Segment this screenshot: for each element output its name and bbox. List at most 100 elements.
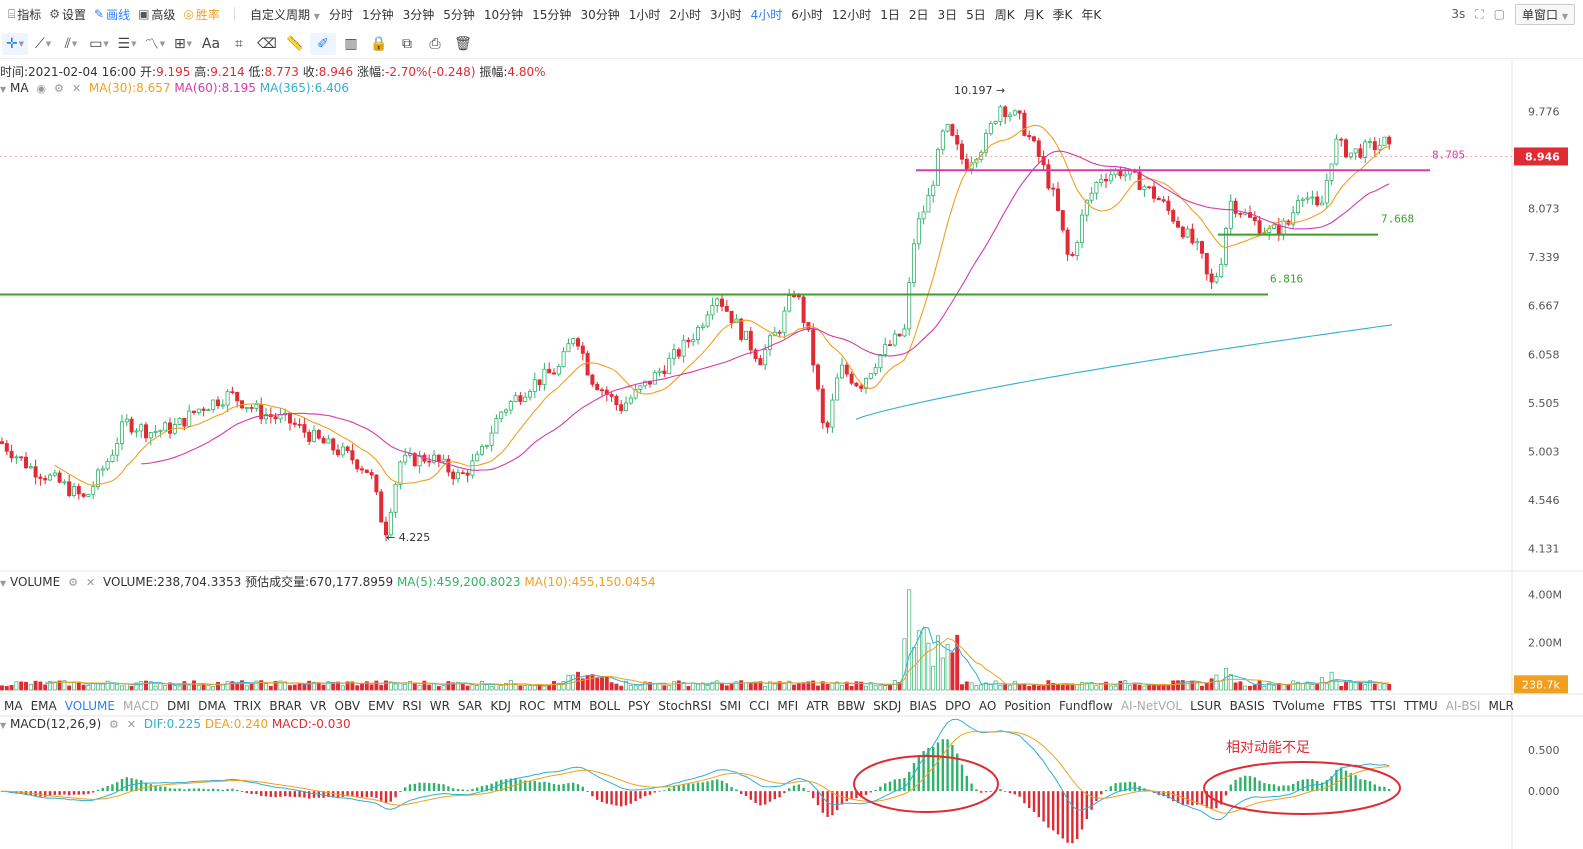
- indicator-tab-psy[interactable]: PSY: [628, 699, 651, 713]
- horizontal-lines-tool[interactable]: ☰ ▼: [114, 33, 140, 55]
- indicator-tab-atr[interactable]: ATR: [806, 699, 830, 713]
- indicator-tab-ao[interactable]: AO: [978, 699, 997, 713]
- eraser-tool[interactable]: ⌫: [254, 33, 280, 55]
- collapse-icon[interactable]: ▼: [0, 721, 7, 730]
- period-14[interactable]: 2日: [908, 7, 929, 22]
- indicator-button[interactable]: ⌸ 指标: [8, 6, 42, 22]
- lock-tool[interactable]: 🔒: [366, 33, 392, 55]
- restore-icon[interactable]: ▢: [1493, 7, 1505, 21]
- indicator-tab-lsur[interactable]: LSUR: [1190, 699, 1222, 713]
- indicator-tab-rsi[interactable]: RSI: [402, 699, 422, 713]
- close-icon[interactable]: ✕: [85, 576, 96, 589]
- indicator-tab-tvolume[interactable]: TVolume: [1272, 699, 1325, 713]
- window-mode-dropdown[interactable]: 单窗口 ▼: [1515, 3, 1575, 25]
- indicator-tab-smi[interactable]: SMI: [719, 699, 742, 713]
- period-19[interactable]: 季K: [1052, 7, 1073, 22]
- indicator-tab-emv[interactable]: EMV: [368, 699, 395, 713]
- period-16[interactable]: 5日: [966, 7, 986, 22]
- gear-icon[interactable]: ⚙: [108, 718, 119, 731]
- indicator-tab-dmi[interactable]: DMI: [166, 699, 191, 713]
- rectangle-tool[interactable]: ▭ ▼: [86, 33, 112, 55]
- period-11[interactable]: 6小时: [791, 7, 823, 22]
- period-0[interactable]: 分时: [328, 7, 353, 22]
- indicator-tab-wr[interactable]: WR: [429, 699, 450, 713]
- period-7[interactable]: 1小时: [628, 7, 661, 22]
- period-3[interactable]: 5分钟: [443, 7, 475, 22]
- indicator-tab-bias[interactable]: BIAS: [909, 699, 937, 713]
- indicator-tab-vr[interactable]: VR: [309, 699, 327, 713]
- indicator-tab-mfi[interactable]: MFI: [777, 699, 799, 713]
- period-9[interactable]: 3小时: [710, 7, 742, 22]
- indicator-tab-ttmu[interactable]: TTMU: [1404, 699, 1438, 713]
- gear-icon[interactable]: ⚙: [68, 576, 78, 589]
- indicator-tab-dpo[interactable]: DPO: [944, 699, 971, 713]
- indicator-tab-macd[interactable]: MACD: [122, 699, 159, 713]
- collapse-icon[interactable]: ▼: [0, 85, 7, 94]
- trash-tool[interactable]: 🗑: [450, 33, 476, 55]
- measure-tool[interactable]: ⊞ ▼: [170, 33, 196, 55]
- cell-tool[interactable]: ▥: [338, 33, 364, 55]
- advanced-button[interactable]: ▣ 高级: [138, 7, 176, 22]
- fullscreen-icon[interactable]: ⛶: [1475, 6, 1484, 21]
- custom-period-dropdown[interactable]: 自定义周期 ▼: [249, 7, 320, 22]
- wave-tool[interactable]: 〽 ▼: [142, 33, 168, 55]
- period-5[interactable]: 15分钟: [532, 7, 572, 22]
- indicator-tab-fundflow[interactable]: Fundflow: [1059, 699, 1113, 713]
- indicator-tab-roc[interactable]: ROC: [518, 699, 546, 713]
- indicator-tab-ttsi[interactable]: TTSI: [1370, 699, 1397, 713]
- period-6[interactable]: 30分钟: [580, 7, 620, 22]
- refresh-interval[interactable]: 3s: [1451, 7, 1466, 21]
- indicator-tab-boll[interactable]: BOLL: [589, 699, 621, 713]
- screenshot-tool[interactable]: ⎙: [422, 33, 448, 55]
- period-12[interactable]: 12小时: [831, 7, 872, 22]
- macd-bar: [1076, 791, 1079, 839]
- indicator-tab-trix[interactable]: TRIX: [233, 699, 262, 713]
- indicator-tab-mtm[interactable]: MTM: [553, 699, 582, 713]
- eye-icon[interactable]: ◉: [36, 82, 46, 95]
- indicator-tab-dma[interactable]: DMA: [198, 699, 226, 713]
- indicator-tab-kdj[interactable]: KDJ: [490, 699, 511, 713]
- text-tool[interactable]: Aa: [201, 36, 221, 52]
- period-4[interactable]: 10分钟: [483, 7, 524, 22]
- collapse-icon[interactable]: ▼: [0, 579, 7, 588]
- period-20[interactable]: 年K: [1081, 7, 1102, 22]
- period-17[interactable]: 周K: [994, 7, 1015, 22]
- period-8[interactable]: 2小时: [669, 7, 701, 22]
- gear-icon[interactable]: ⚙: [53, 82, 64, 95]
- indicator-tab-bbw[interactable]: BBW: [837, 699, 866, 713]
- indicator-tab-ma[interactable]: MA: [4, 699, 23, 713]
- close-icon[interactable]: ✕: [71, 82, 82, 95]
- settings-button[interactable]: ⚙ 设置: [49, 7, 86, 22]
- indicator-tab-ema[interactable]: EMA: [30, 699, 57, 713]
- indicator-tab-position[interactable]: Position: [1004, 699, 1052, 713]
- indicator-tab-cci[interactable]: CCI: [749, 699, 770, 713]
- indicator-tab-basis[interactable]: BASIS: [1229, 699, 1265, 713]
- ray-tool[interactable]: ⫽ ▼: [58, 33, 84, 55]
- close-icon[interactable]: ✕: [126, 718, 137, 731]
- period-1[interactable]: 1分钟: [361, 7, 394, 22]
- indicator-tab-ai-netvol[interactable]: AI-NetVOL: [1120, 699, 1183, 713]
- indicator-tab-stochrsi[interactable]: StochRSI: [658, 699, 712, 713]
- line-tool[interactable]: ⟋ ▼: [30, 33, 56, 55]
- indicator-tab-volume[interactable]: VOLUME: [64, 699, 115, 713]
- period-18[interactable]: 月K: [1023, 7, 1044, 22]
- period-13[interactable]: 1日: [880, 7, 900, 22]
- period-2[interactable]: 3分钟: [402, 7, 435, 22]
- period-15[interactable]: 3日: [937, 7, 958, 22]
- indicator-tab-skdj[interactable]: SKDJ: [873, 699, 902, 713]
- indicator-tab-obv[interactable]: OBV: [334, 699, 361, 713]
- period-10[interactable]: 4小时: [750, 7, 783, 22]
- fib-tool[interactable]: ⌗: [226, 33, 252, 55]
- brush-tool[interactable]: ✐: [310, 33, 336, 55]
- indicator-tab-sar[interactable]: SAR: [457, 699, 483, 713]
- ruler-tool[interactable]: 📏: [282, 33, 308, 55]
- indicator-tab-mlr[interactable]: MLR: [1488, 699, 1514, 713]
- copy-tool[interactable]: ⧉: [394, 33, 420, 55]
- draw-button[interactable]: ✎ 画线: [94, 7, 131, 22]
- winrate-button[interactable]: ◎ 胜率: [183, 7, 220, 22]
- crosshair-tool[interactable]: ✛ ▼: [2, 33, 28, 55]
- chart-canvas[interactable]: 9.776 8.073 7.339 6.667 6.058 5.505 5.003 4.546…: [0, 60, 1583, 849]
- indicator-tab-ftbs[interactable]: FTBS: [1332, 699, 1363, 713]
- indicator-tab-ai-bsi[interactable]: AI-BSI: [1445, 699, 1481, 713]
- indicator-tab-brar[interactable]: BRAR: [269, 699, 302, 713]
